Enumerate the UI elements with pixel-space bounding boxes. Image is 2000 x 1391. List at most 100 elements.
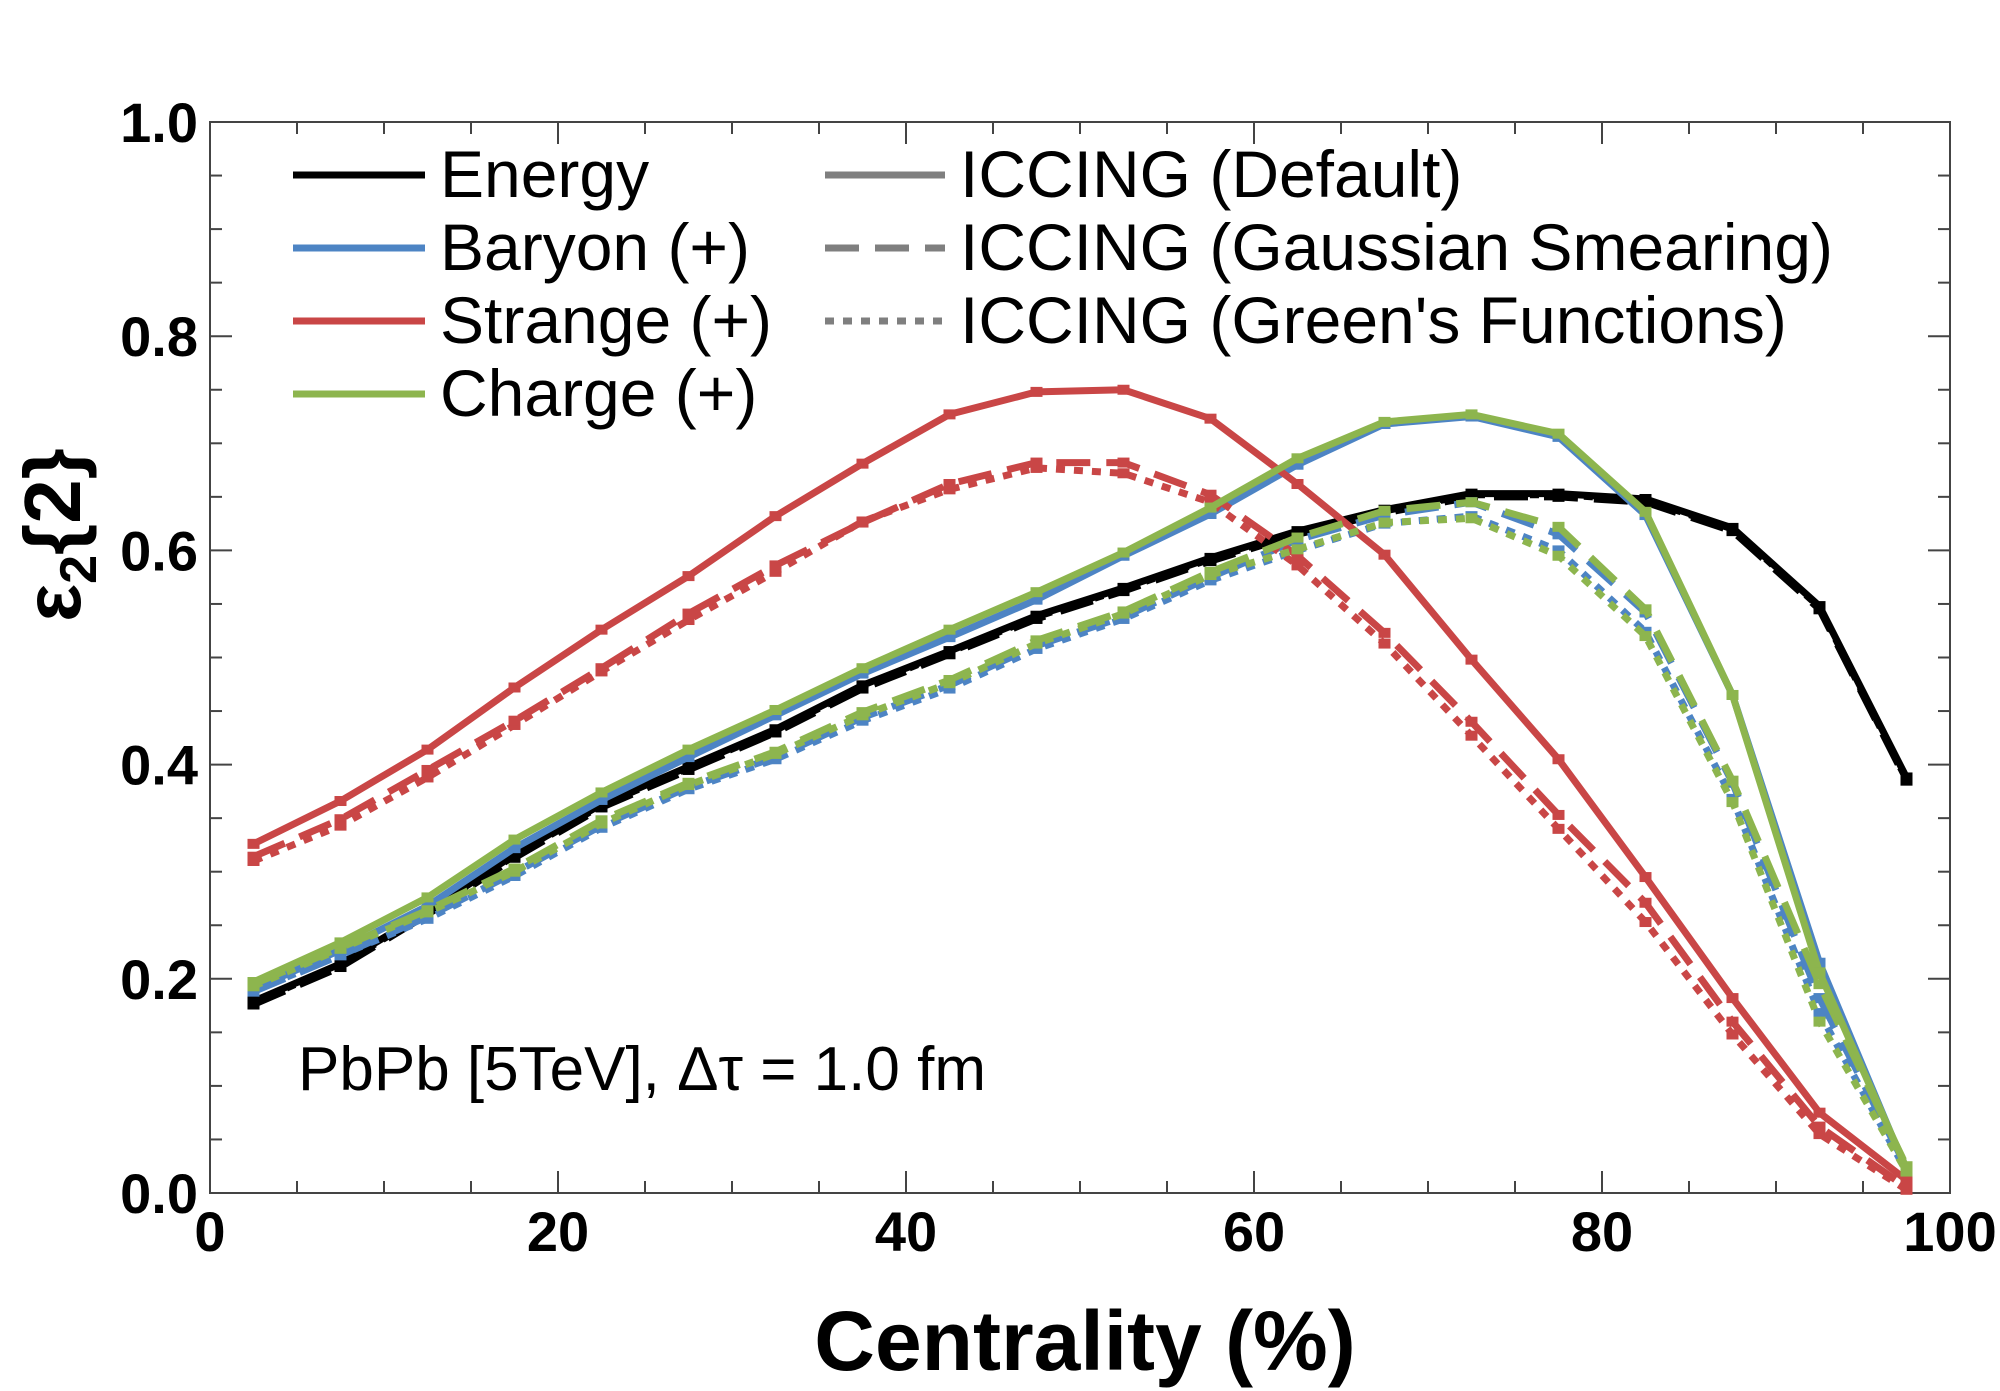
data-point	[682, 615, 695, 626]
data-point	[247, 996, 260, 1007]
data-point	[1030, 386, 1043, 397]
data-point	[1030, 610, 1043, 621]
data-point	[943, 632, 956, 643]
data-point	[1726, 993, 1739, 1004]
data-point	[1639, 897, 1652, 908]
data-point	[334, 958, 347, 969]
series-line	[252, 410, 1910, 1170]
data-point	[682, 777, 695, 788]
data-point	[943, 624, 956, 635]
data-point	[1117, 457, 1130, 468]
x-tick-label: 80	[1571, 1200, 1633, 1263]
data-point	[1204, 566, 1217, 577]
y-axis-title-subscript: 2	[50, 555, 108, 584]
data-point	[1291, 550, 1304, 561]
data-point	[421, 892, 434, 903]
data-point	[1378, 549, 1391, 560]
data-point	[1552, 529, 1565, 540]
legend-label: Charge (+)	[440, 356, 757, 430]
series-line	[252, 464, 1909, 1193]
legend-label: ICCING (Green's Functions)	[960, 283, 1787, 357]
data-point	[1639, 872, 1652, 883]
data-point	[856, 458, 869, 469]
data-point	[1726, 797, 1739, 808]
y-tick-label: 0.0	[120, 1162, 198, 1225]
data-point	[334, 950, 347, 961]
data-point	[334, 937, 347, 948]
data-point	[943, 409, 956, 420]
data-point	[682, 744, 695, 755]
data-point	[1639, 917, 1652, 928]
data-point	[1726, 1029, 1739, 1040]
legend-label: Baryon (+)	[440, 210, 750, 284]
data-point	[1552, 550, 1565, 561]
x-tick-label: 100	[1903, 1200, 1996, 1263]
data-point	[1813, 967, 1826, 978]
data-point	[508, 849, 521, 860]
data-point	[1030, 457, 1043, 468]
data-point	[508, 863, 521, 874]
legend-label: ICCING (Gaussian Smearing)	[960, 210, 1833, 284]
data-point	[943, 484, 956, 495]
y-axis-title: ε2{2}	[8, 448, 108, 622]
data-point	[1552, 545, 1565, 556]
data-point	[1552, 823, 1565, 834]
data-point	[856, 517, 869, 528]
y-tick-labels: 0.0 0.2 0.4 0.6 0.8 1.0	[120, 91, 198, 1225]
data-point	[595, 624, 608, 635]
data-point	[1900, 772, 1913, 783]
data-point	[1204, 552, 1217, 563]
data-point	[595, 794, 608, 805]
data-point	[1204, 497, 1217, 508]
data-point	[769, 560, 782, 571]
annotation: PbPb [5TeV], Δτ = 1.0 fm	[298, 1035, 986, 1104]
data-point	[856, 680, 869, 691]
y-tick-label: 0.6	[120, 519, 198, 582]
data-point	[1117, 384, 1130, 395]
data-point	[334, 942, 347, 953]
data-point	[1813, 1016, 1826, 1027]
data-point	[1204, 413, 1217, 424]
x-tick-label: 60	[1223, 1200, 1285, 1263]
data-point	[769, 566, 782, 577]
y-axis-title-main: ε	[8, 584, 97, 622]
data-point	[1378, 638, 1391, 649]
y-tick-label: 0.4	[120, 734, 198, 797]
data-point	[247, 977, 260, 988]
data-point	[1552, 428, 1565, 439]
data-point	[1204, 489, 1217, 500]
data-point	[1552, 809, 1565, 820]
data-point	[1639, 631, 1652, 642]
data-point	[1552, 754, 1565, 765]
legend-label: Energy	[440, 137, 649, 211]
data-point	[508, 715, 521, 726]
data-point	[334, 820, 347, 831]
data-point	[769, 724, 782, 735]
data-point	[1813, 993, 1826, 1004]
series-layer	[247, 384, 1913, 1195]
data-point	[1378, 517, 1391, 528]
data-point	[1813, 1129, 1826, 1140]
data-point	[943, 478, 956, 489]
data-point	[1726, 689, 1739, 700]
data-point	[1291, 453, 1304, 464]
data-point	[1639, 604, 1652, 615]
data-point	[1465, 409, 1478, 420]
data-point	[1465, 716, 1478, 727]
data-point	[1291, 532, 1304, 543]
data-point	[1552, 488, 1565, 499]
y-tick-label: 0.8	[120, 305, 198, 368]
data-point	[508, 843, 521, 854]
series-line	[252, 498, 1910, 1168]
data-point	[1900, 1182, 1913, 1193]
data-point	[769, 746, 782, 757]
data-point	[1204, 502, 1217, 513]
x-tick-label: 40	[875, 1200, 937, 1263]
series-strange-dashed	[247, 457, 1913, 1193]
data-point	[1813, 1107, 1826, 1118]
x-tick-label: 0	[194, 1200, 225, 1263]
data-point	[943, 674, 956, 685]
data-point	[334, 796, 347, 807]
data-point	[1639, 506, 1652, 517]
